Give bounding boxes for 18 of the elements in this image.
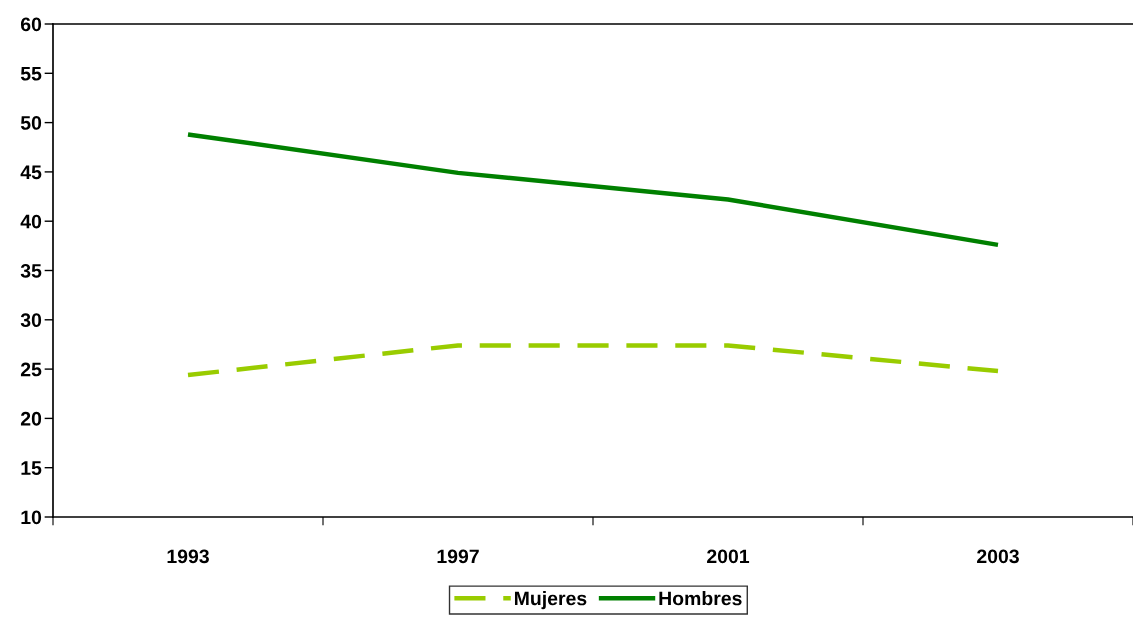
x-tick-label: 1993 [167,549,209,564]
y-tick-label: 25 [20,362,42,377]
y-tick-label: 10 [21,510,42,525]
y-tick-label: 45 [20,165,42,180]
y-tick-label: 15 [21,461,42,475]
y-tick-label: 50 [20,116,42,130]
x-tick-label: 2001 [707,549,750,564]
x-tick-label: 1997 [437,549,479,564]
legend-label: Hombres [659,591,742,606]
y-tick-label: 35 [20,263,42,278]
y-tick-label: 30 [20,313,42,328]
x-tick-label: 2003 [977,549,1019,564]
legend-label: Mujeres [514,591,587,610]
y-tick-label: 60 [20,17,42,32]
y-tick-label: 40 [20,214,42,229]
y-tick-label: 20 [20,411,42,426]
y-tick-label: 55 [20,66,42,81]
line-series [185,132,1001,248]
